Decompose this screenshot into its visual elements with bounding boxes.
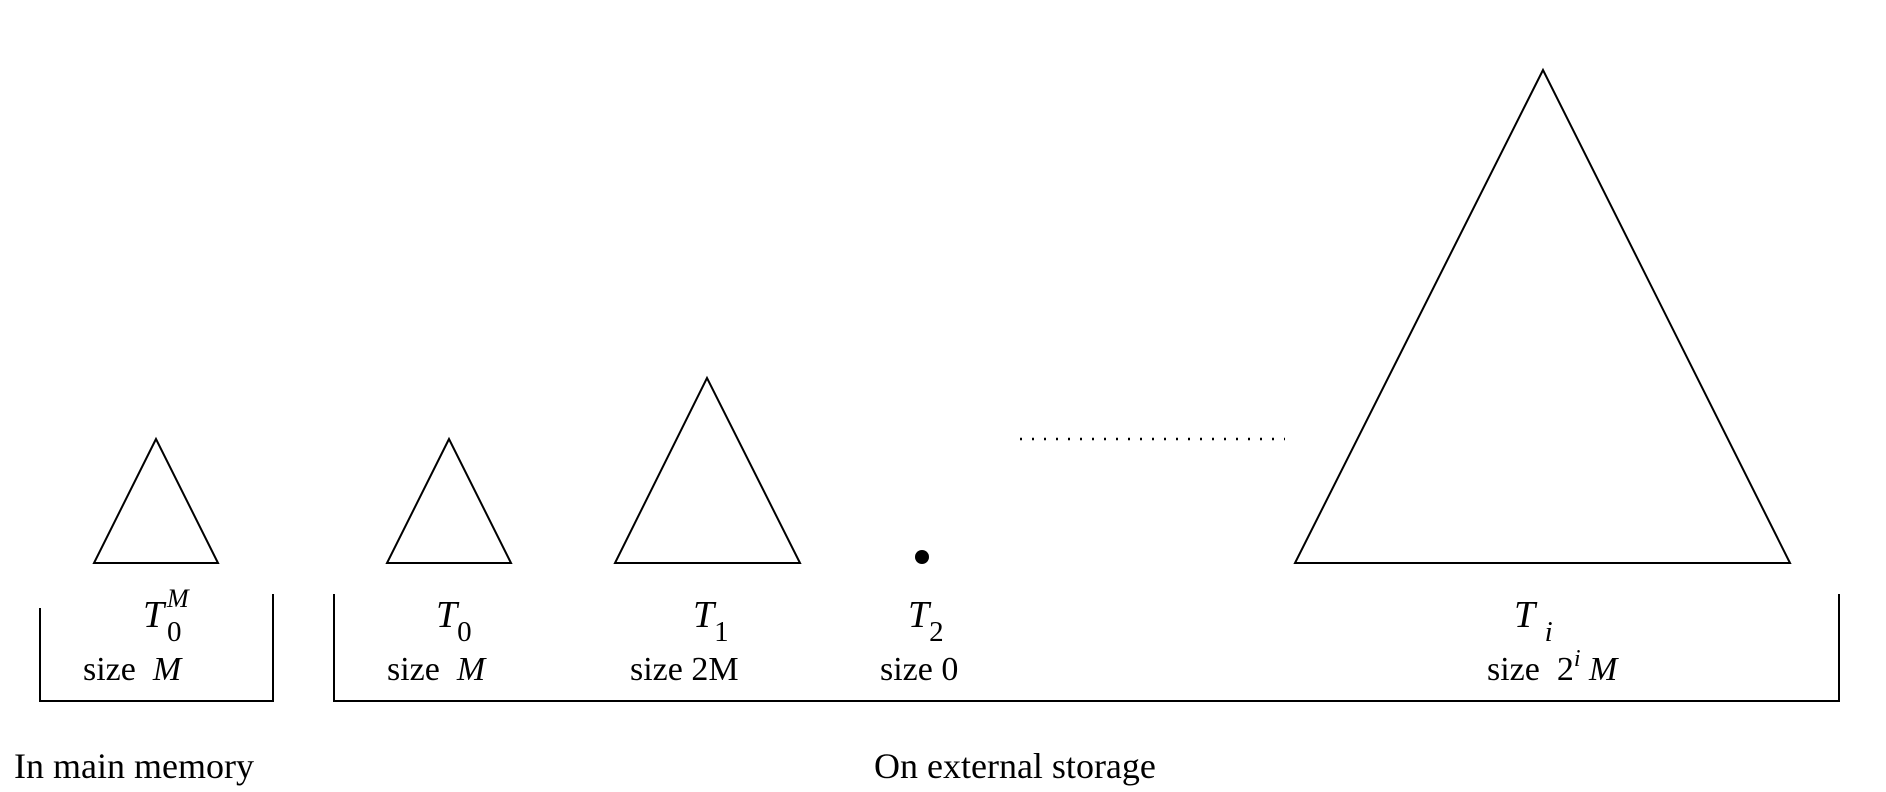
main-memory-caption: In main memory (14, 746, 254, 786)
tree-t2-name: T2 (908, 594, 944, 648)
tree-t1-triangle (613, 375, 802, 564)
tree-ti-triangle (1293, 67, 1792, 564)
external-storage-caption: On external storage (874, 746, 1156, 786)
tree-t0m-subscript: 0 (167, 616, 182, 648)
tree-t2-empty-dot (915, 550, 929, 564)
tree-t0m-superscript: M (167, 584, 189, 613)
tree-t2-size: size 0 (880, 651, 959, 688)
tree-ti-name: T i (1514, 594, 1553, 648)
tree-t0-triangle (385, 436, 513, 564)
tree-t0m-size: size M (83, 651, 182, 688)
tree-t1-name: T1 (693, 594, 729, 648)
main-memory-bracket (39, 594, 274, 702)
external-storage-bracket (333, 594, 1840, 702)
tree-t1-size: size 2M (630, 651, 739, 688)
tree-t0-name: T0 (436, 594, 472, 648)
tree-t0-size: size M (387, 651, 486, 688)
tree-ti-size: size 2i M (1487, 646, 1618, 688)
tree-t0m-triangle (92, 436, 220, 564)
